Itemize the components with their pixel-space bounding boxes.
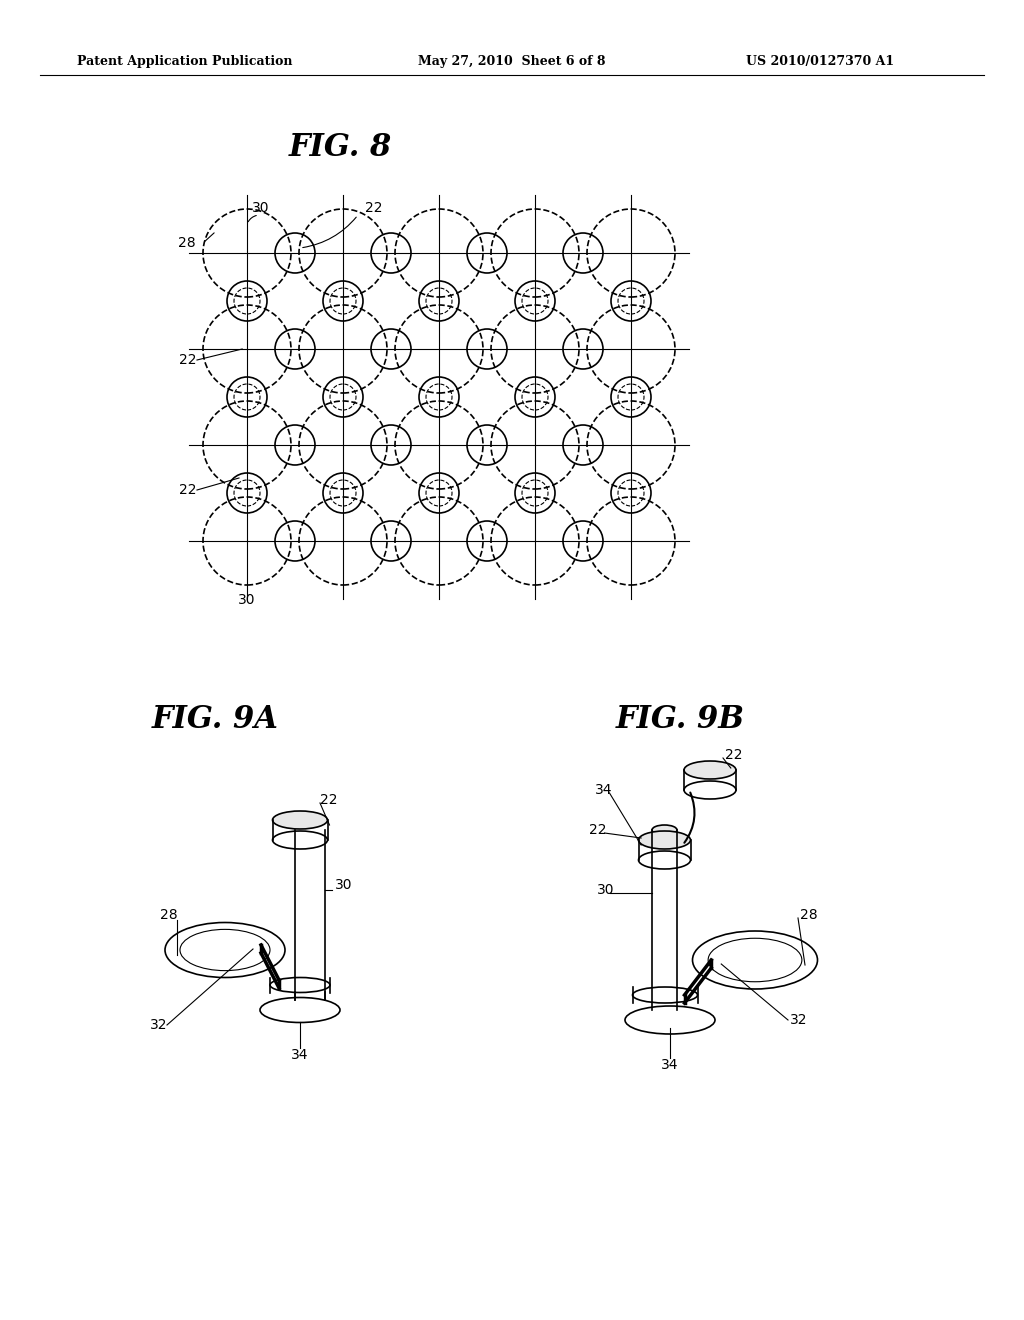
Text: 32: 32 [790,1012,808,1027]
Text: FIG. 9B: FIG. 9B [615,705,744,735]
Text: 34: 34 [662,1059,679,1072]
Text: FIG. 8: FIG. 8 [289,132,391,164]
Text: 22: 22 [178,483,196,498]
Text: May 27, 2010  Sheet 6 of 8: May 27, 2010 Sheet 6 of 8 [418,55,606,69]
Text: 30: 30 [335,878,352,892]
Text: 30: 30 [597,883,614,898]
Text: 34: 34 [595,783,612,797]
Text: 34: 34 [291,1048,309,1063]
Text: 22: 22 [319,793,338,807]
Text: Patent Application Publication: Patent Application Publication [77,55,293,69]
Text: 32: 32 [150,1018,168,1032]
Ellipse shape [272,810,328,829]
Text: US 2010/0127370 A1: US 2010/0127370 A1 [745,55,894,69]
Text: 28: 28 [160,908,177,921]
Text: 28: 28 [800,908,817,921]
Text: FIG. 9A: FIG. 9A [152,705,279,735]
Text: 30: 30 [239,593,256,607]
Text: 28: 28 [178,236,196,249]
Ellipse shape [652,825,677,836]
Text: 22: 22 [590,822,607,837]
Text: 22: 22 [725,748,742,762]
Ellipse shape [639,832,690,849]
Ellipse shape [684,762,736,779]
Text: 30: 30 [252,201,269,215]
Text: 22: 22 [365,201,383,215]
Text: 22: 22 [178,352,196,367]
